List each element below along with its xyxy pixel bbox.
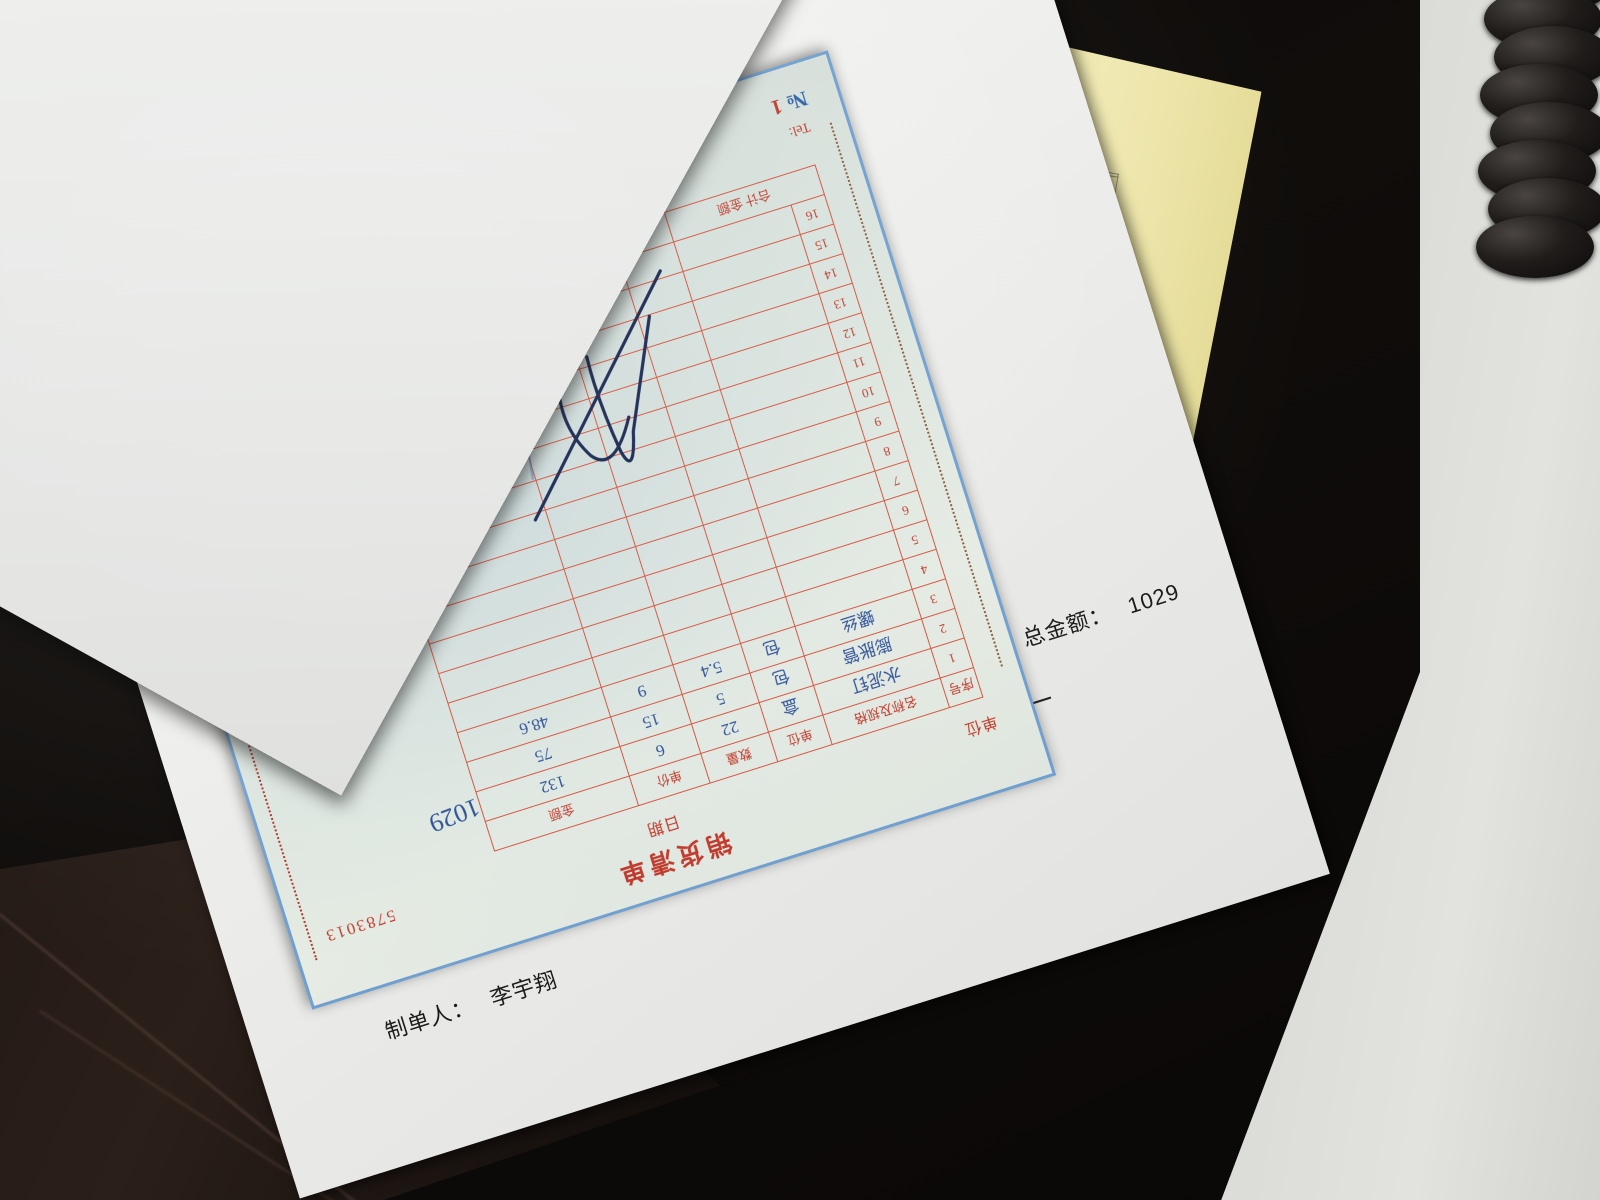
coiled-cable xyxy=(1418,0,1600,278)
total-amount-label: 总金额： xyxy=(1019,600,1115,652)
preparer-label: 制单人： xyxy=(382,992,478,1045)
total-amount-value: 1029 xyxy=(1124,578,1183,619)
total-amount-field: 总金额：1029 xyxy=(1018,574,1183,654)
preparer-value: 李宇翔 xyxy=(487,966,561,1012)
